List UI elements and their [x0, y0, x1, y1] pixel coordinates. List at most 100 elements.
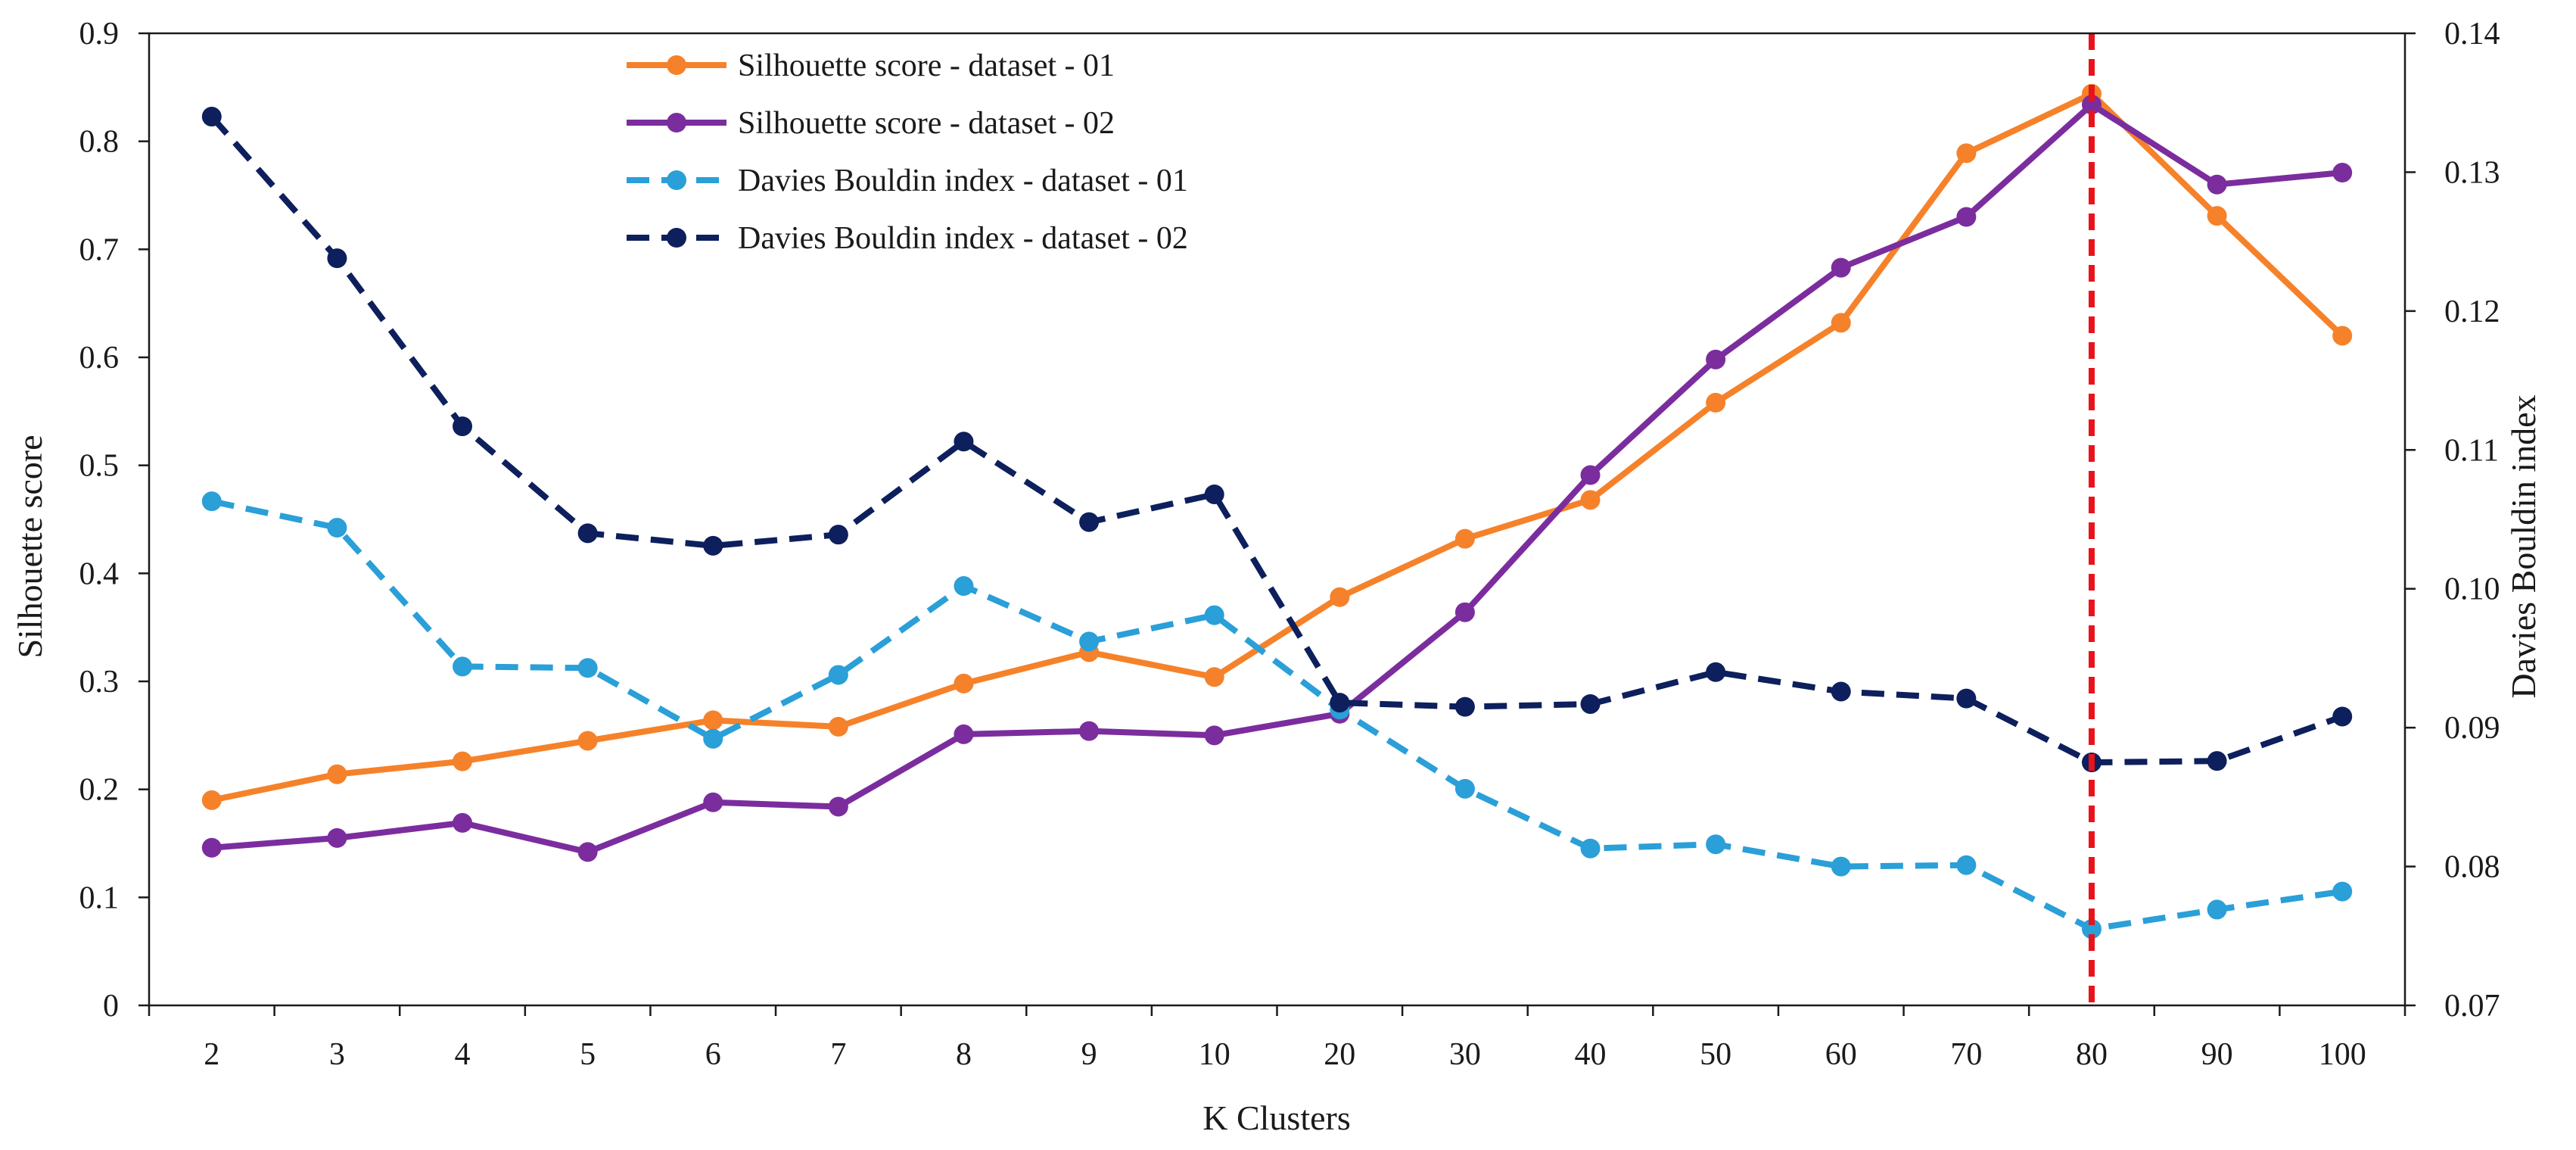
y2-axis-title: Davies Bouldin index [2504, 394, 2543, 698]
y-tick-label: 0.2 [79, 773, 120, 808]
x-tick-label: 5 [580, 1037, 596, 1072]
x-tick-label: 30 [1449, 1037, 1481, 1072]
data-point [453, 751, 473, 771]
y-tick-label: 0.9 [79, 17, 120, 51]
data-point [201, 837, 222, 858]
y2-tick-label: 0.12 [2444, 295, 2500, 329]
data-point [327, 248, 347, 269]
x-tick-label: 4 [455, 1037, 471, 1072]
y2-tick-label: 0.11 [2444, 433, 2499, 468]
data-point [1956, 207, 1977, 227]
data-point [954, 724, 974, 744]
data-point [201, 107, 222, 127]
data-point [1706, 349, 1726, 369]
data-point [1580, 490, 1601, 510]
data-point [201, 491, 222, 512]
data-point [2332, 881, 2353, 902]
data-point [2207, 899, 2227, 920]
data-point [1706, 834, 1726, 855]
data-point [1831, 257, 1851, 278]
y2-tick-label: 0.07 [2444, 989, 2500, 1024]
x-axis-title: K Clusters [1202, 1099, 1351, 1137]
x-tick-label: 3 [329, 1037, 345, 1072]
data-point [1956, 143, 1977, 164]
data-point [577, 731, 598, 751]
data-point [327, 518, 347, 538]
y-tick-label: 0.8 [79, 125, 120, 160]
data-point [577, 658, 598, 678]
y2-tick-label: 0.14 [2444, 17, 2500, 51]
legend-marker [667, 55, 686, 75]
data-point [1330, 587, 1350, 607]
data-point [2081, 919, 2102, 940]
data-point [1706, 392, 1726, 413]
x-tick-label: 8 [956, 1037, 972, 1072]
data-point [2207, 206, 2227, 226]
y2-tick-label: 0.13 [2444, 155, 2500, 190]
data-point [1204, 667, 1224, 687]
x-tick-label: 90 [2201, 1037, 2233, 1072]
data-point [2207, 751, 2227, 771]
legend-marker [667, 228, 686, 248]
data-point [327, 827, 347, 848]
y2-tick-label: 0.10 [2444, 572, 2500, 607]
x-tick-label: 20 [1324, 1037, 1355, 1072]
x-tick-label: 50 [1700, 1037, 1731, 1072]
legend-item: Silhouette score - dataset - 02 [627, 106, 1115, 141]
data-point [703, 792, 723, 812]
y-tick-label: 0.1 [79, 880, 120, 915]
data-point [2207, 174, 2227, 195]
data-point [703, 728, 723, 749]
axes-layer: 0 0.1 0.2 0.3 0.4 0.5 0.6 0.7 0.8 0.9 0.07 0.08 0.09… [79, 17, 2500, 1072]
y-tick-label: 0 [103, 989, 119, 1024]
series-layer [201, 83, 2353, 940]
data-point [1204, 725, 1224, 746]
series-1 [201, 83, 2353, 810]
data-point [828, 716, 848, 737]
data-point [1956, 688, 1977, 709]
data-point [954, 432, 974, 452]
data-point [1956, 855, 1977, 875]
data-point [1079, 512, 1100, 532]
data-point [1831, 856, 1851, 877]
x-tick-label: 80 [2076, 1037, 2108, 1072]
data-point [1831, 313, 1851, 333]
data-point [1079, 631, 1100, 652]
data-point [954, 576, 974, 597]
data-point [453, 656, 473, 677]
y-tick-label: 0.6 [79, 341, 120, 376]
y-tick-label: 0.4 [79, 556, 120, 591]
data-point [828, 665, 848, 685]
data-point [1454, 697, 1475, 717]
data-point [828, 525, 848, 545]
y-axis-title: Silhouette score [11, 435, 49, 658]
data-point [1454, 778, 1475, 799]
legend-marker [667, 170, 686, 190]
legend: Silhouette score - dataset - 01 Silhouett… [627, 48, 1188, 256]
legend-item: Silhouette score - dataset - 01 [627, 48, 1115, 83]
x-tick-label: 7 [830, 1037, 846, 1072]
x-tick-label: 70 [1950, 1037, 1982, 1072]
data-point [327, 764, 347, 784]
series-2 [201, 95, 2353, 862]
legend-label: Davies Bouldin index - dataset - 01 [738, 164, 1188, 198]
data-point [1204, 484, 1224, 504]
data-point [2332, 163, 2353, 183]
x-tick-label: 10 [1199, 1037, 1230, 1072]
legend-marker [667, 113, 686, 132]
legend-item: Davies Bouldin index - dataset - 01 [627, 164, 1188, 198]
data-point [453, 416, 473, 437]
data-point [1454, 528, 1475, 549]
series-4 [201, 107, 2353, 772]
data-point [2332, 326, 2353, 346]
legend-label: Davies Bouldin index - dataset - 02 [738, 221, 1188, 256]
data-point [1079, 721, 1100, 741]
data-point [201, 790, 222, 810]
series-line [211, 101, 2343, 855]
y-tick-label: 0.7 [79, 232, 120, 267]
x-tick-label: 40 [1575, 1037, 1607, 1072]
data-point [1580, 838, 1601, 859]
data-point [1580, 465, 1601, 485]
legend-label: Silhouette score - dataset - 01 [738, 48, 1115, 83]
